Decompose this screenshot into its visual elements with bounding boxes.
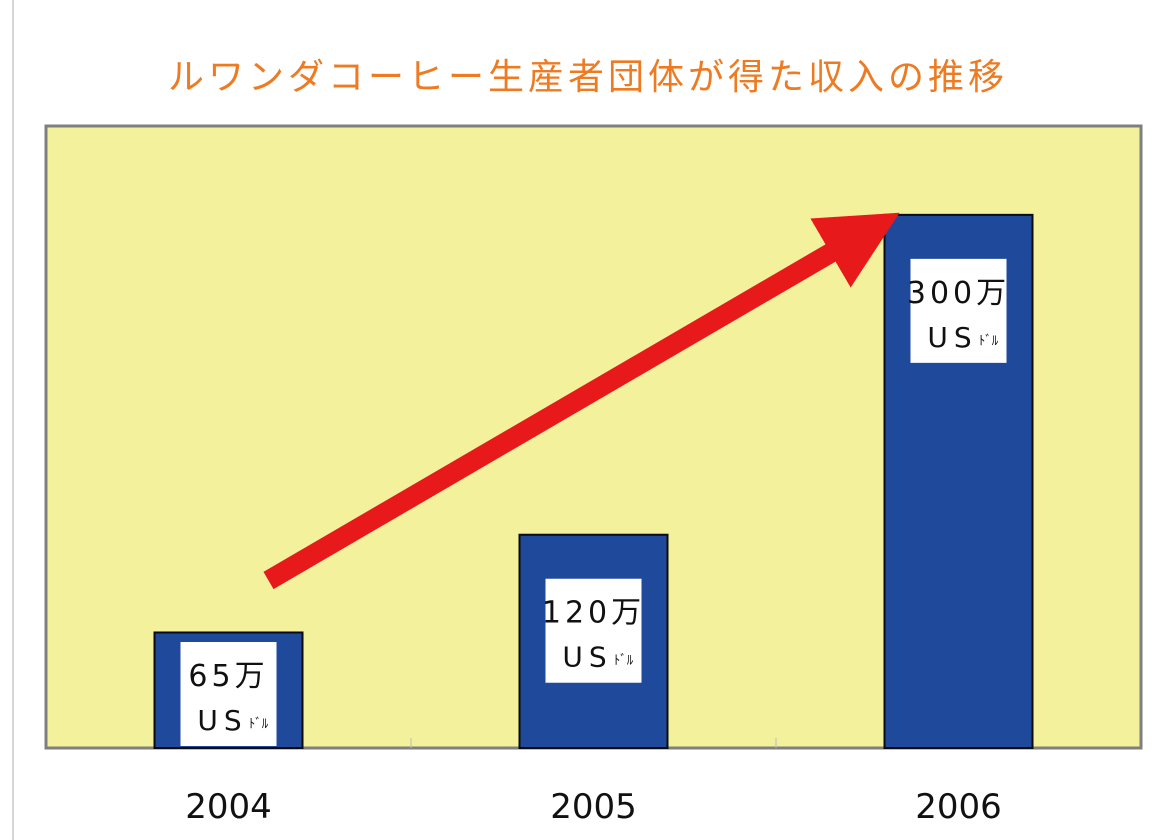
value-label-unit: US (927, 321, 977, 354)
value-label-unit-small: ﾄﾞﾙ (979, 334, 999, 349)
x-tick-label: 2004 (185, 787, 272, 827)
value-label-unit: US (562, 641, 612, 674)
page-left-rule (12, 0, 14, 840)
value-label-box (910, 258, 1007, 363)
value-label-amount: 300万 (907, 276, 1010, 311)
value-label-unit-small: ﾄﾞﾙ (614, 654, 634, 669)
value-label-amount: 65万 (188, 659, 268, 694)
value-label-box (545, 578, 642, 683)
trend-arrow (263, 212, 900, 590)
x-tick-label: 2005 (550, 787, 637, 827)
x-axis-ticks (410, 738, 777, 748)
x-axis-labels: 2004 2005 2006 (185, 787, 1002, 827)
value-label-unit-small: ﾄﾞﾙ (249, 717, 269, 732)
value-label-unit: US (197, 704, 247, 737)
chart-title: ルワンダコーヒー生産者団体が得た収入の推移 (167, 57, 1008, 98)
value-label-box (180, 642, 277, 746)
value-label-amount: 120万 (542, 596, 645, 631)
x-tick-label: 2006 (915, 787, 1002, 827)
